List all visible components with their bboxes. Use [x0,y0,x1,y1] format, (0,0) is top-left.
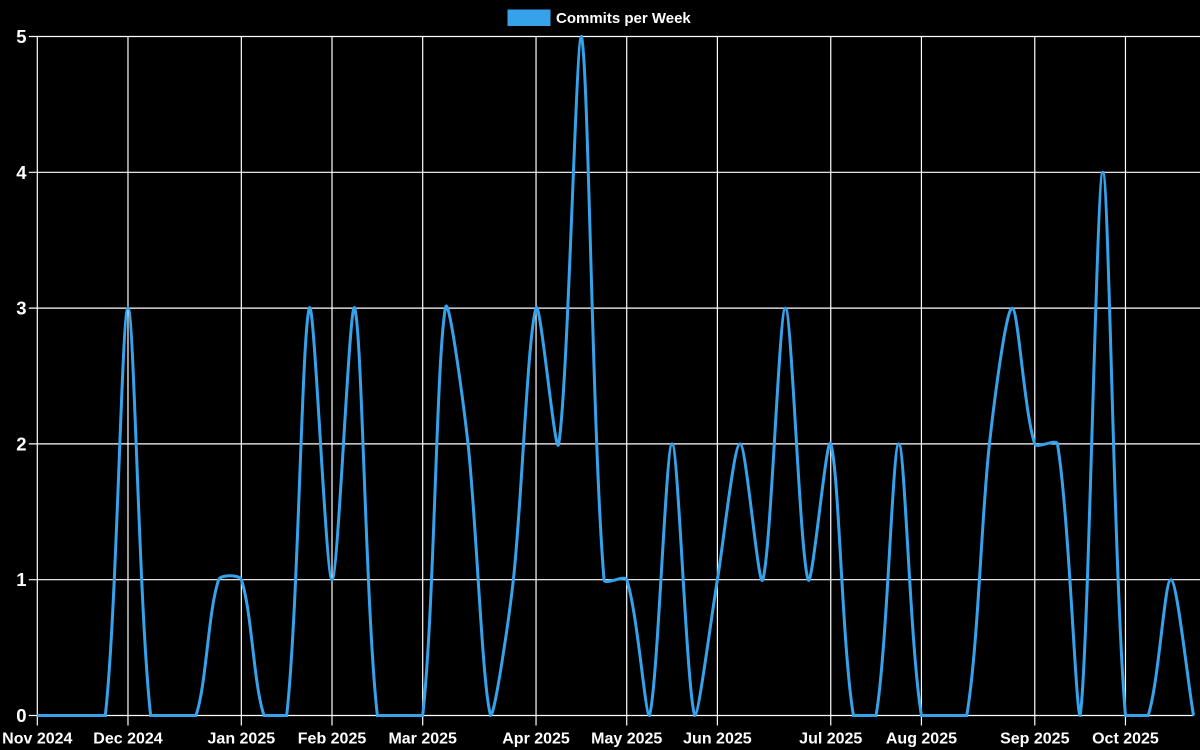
svg-text:4: 4 [16,162,27,183]
svg-text:3: 3 [16,298,26,319]
svg-text:Apr 2025: Apr 2025 [502,731,570,748]
svg-text:Sep 2025: Sep 2025 [1000,731,1069,748]
svg-text:5: 5 [16,26,26,47]
svg-text:Nov 2024: Nov 2024 [2,731,72,748]
svg-text:Mar 2025: Mar 2025 [388,731,457,748]
svg-text:0: 0 [16,705,26,726]
svg-text:Feb 2025: Feb 2025 [298,731,367,748]
svg-text:Oct 2025: Oct 2025 [1092,731,1159,748]
svg-text:Jul 2025: Jul 2025 [799,731,862,748]
svg-text:Commits per Week: Commits per Week [556,10,691,27]
svg-text:Jun 2025: Jun 2025 [683,731,752,748]
svg-text:Jan 2025: Jan 2025 [208,731,276,748]
svg-text:1: 1 [16,569,26,590]
svg-text:May 2025: May 2025 [591,731,662,748]
svg-text:Aug 2025: Aug 2025 [886,731,957,748]
svg-text:2: 2 [16,433,26,454]
svg-text:Dec 2024: Dec 2024 [93,731,162,748]
